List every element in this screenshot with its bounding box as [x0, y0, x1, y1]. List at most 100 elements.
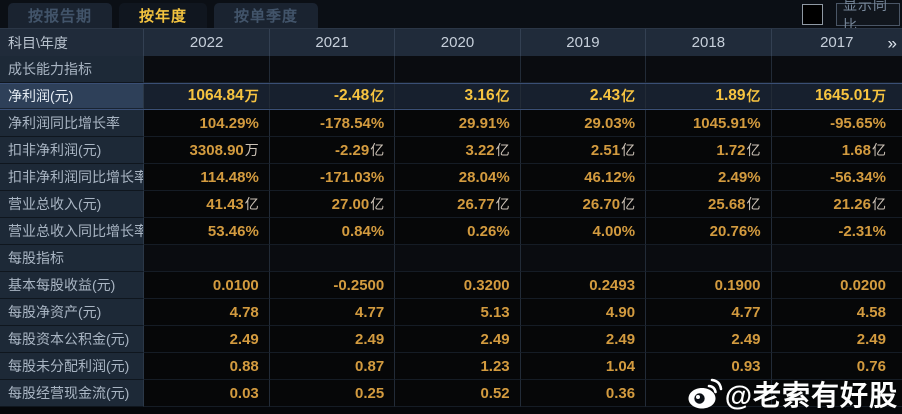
cell-value: -56.34% [771, 164, 902, 191]
tab-by-single-quarter[interactable]: 按单季度 [214, 3, 319, 28]
table-row[interactable]: 净利润同比增长率 104.29% -178.54% 29.91% 29.03% 1045.… [0, 110, 902, 137]
table-row[interactable]: 扣非净利润同比增长率 114.48% -171.03% 28.04% 46.12% 2.4… [0, 164, 902, 191]
cell-value: -2.29 亿 [269, 137, 396, 164]
cell-value: 2.49 [646, 326, 772, 353]
row-label: 成长能力指标 [0, 56, 145, 83]
cell-value: -178.54% [269, 110, 396, 137]
cell-value: 0.84% [269, 218, 396, 245]
cell-value: 26.70 亿 [520, 191, 647, 218]
cell-value: 3308.90 万 [144, 137, 270, 164]
cell-value: -0.2500 [269, 272, 396, 299]
cell-value: 25.68 亿 [646, 191, 772, 218]
row-label: 每股资本公积金(元) [0, 326, 145, 353]
table-row[interactable]: 营业总收入(元) 41.43 亿 27.00 亿 26.77 亿 26.70 亿 25.68 亿 21… [0, 191, 902, 218]
cell-value: 29.03% [520, 110, 647, 137]
cell-value: 0.76 [771, 353, 902, 380]
row-label: 基本每股收益(元) [0, 272, 145, 299]
table-row[interactable]: 成长能力指标 [0, 56, 902, 83]
cell-value [646, 380, 772, 407]
cell-value: 0.2493 [520, 272, 647, 299]
cell-value [269, 56, 396, 83]
cell-value: 4.77 [269, 299, 396, 326]
cell-value [646, 245, 772, 272]
cell-value: 0.0100 [144, 272, 270, 299]
table-row[interactable]: 基本每股收益(元) 0.0100 -0.2500 0.3200 0.2493 0.1900… [0, 272, 902, 299]
tab-by-report-period[interactable]: 按报告期 [8, 3, 113, 28]
cell-value [520, 56, 647, 83]
cell-value [646, 56, 772, 83]
cell-value [269, 245, 396, 272]
table-row[interactable]: 每股净资产(元) 4.78 4.77 5.13 4.90 4.77 4.58 [0, 299, 902, 326]
cell-value: 2.49 [771, 326, 902, 353]
cell-value: 4.58 [771, 299, 902, 326]
cell-value: 0.03 [144, 380, 270, 407]
corner-header: 科目\年度 [0, 29, 145, 56]
year-header-2020: 2020 [395, 29, 521, 56]
cell-value: 26.77 亿 [395, 191, 521, 218]
cell-value: -2.48 亿 [269, 84, 396, 109]
year-header-2019: 2019 [521, 29, 647, 56]
table-header-row: 科目\年度 2022 2021 2020 2019 2018 2017 » [0, 28, 902, 56]
table-row[interactable]: 每股指标 [0, 245, 902, 272]
row-label: 每股未分配利润(元) [0, 353, 145, 380]
cell-value [771, 56, 902, 83]
row-label: 营业总收入(元) [0, 191, 145, 218]
table-row[interactable]: 每股未分配利润(元) 0.88 0.87 1.23 1.04 0.93 0.76 [0, 353, 902, 380]
row-label: 每股经营现金流(元) [0, 380, 145, 407]
year-header-2017: 2017 » [772, 29, 902, 56]
cell-value: 1.23 [395, 353, 521, 380]
cell-value: 5.13 [395, 299, 521, 326]
cell-value: 28.04% [395, 164, 521, 191]
row-label: 营业总收入同比增长率 [0, 218, 145, 245]
row-label: 每股指标 [0, 245, 145, 272]
cell-value [771, 380, 902, 407]
cell-value: 1.04 [520, 353, 647, 380]
cell-value: 0.93 [646, 353, 772, 380]
cell-value: 27.00 亿 [269, 191, 396, 218]
cell-value: 1645.01 万 [771, 84, 902, 109]
table-row[interactable]: 每股经营现金流(元) 0.03 0.25 0.52 0.36 [0, 380, 902, 407]
cell-value: 4.77 [646, 299, 772, 326]
cell-value: 2.49 [520, 326, 647, 353]
cell-value: 1045.91% [646, 110, 772, 137]
cell-value [144, 245, 270, 272]
cell-value [520, 245, 647, 272]
cell-value: 0.3200 [395, 272, 521, 299]
cell-value: 1064.84 万 [144, 84, 270, 109]
more-columns-icon[interactable]: » [887, 33, 897, 52]
cell-value: 2.49 [395, 326, 521, 353]
cell-value: 1.68 亿 [771, 137, 902, 164]
cell-value: 2.49 [269, 326, 396, 353]
cell-value [395, 245, 521, 272]
table-row[interactable]: 营业总收入同比增长率 53.46% 0.84% 0.26% 4.00% 20.76% -2.… [0, 218, 902, 245]
table-row[interactable]: 每股资本公积金(元) 2.49 2.49 2.49 2.49 2.49 2.49 [0, 326, 902, 353]
cell-value: 1.89 亿 [646, 84, 772, 109]
show-yoy-label[interactable]: 显示同比 [836, 0, 900, 33]
cell-value: 0.36 [520, 380, 647, 407]
table-row[interactable]: 扣非净利润(元) 3308.90 万 -2.29 亿 3.22 亿 2.51 亿 1.72 亿 1.6… [0, 137, 902, 164]
cell-value: 104.29% [144, 110, 270, 137]
cell-value: 0.26% [395, 218, 521, 245]
cell-value: 2.43 亿 [520, 84, 647, 109]
row-label: 扣非净利润同比增长率 [0, 164, 145, 191]
cell-value: 0.1900 [646, 272, 772, 299]
row-label: 净利润同比增长率 [0, 110, 145, 137]
cell-value: -2.31% [771, 218, 902, 245]
tab-bar: 按报告期 按年度 按单季度 显示同比 [0, 0, 902, 33]
tab-by-year[interactable]: 按年度 [119, 3, 208, 28]
table-row[interactable]: 净利润(元) 1064.84 万 -2.48 亿 3.16 亿 2.43 亿 1.89 亿 1645.… [0, 83, 902, 110]
cell-value: 29.91% [395, 110, 521, 137]
cell-value: 4.90 [520, 299, 647, 326]
cell-value: 0.52 [395, 380, 521, 407]
year-header-2017-label: 2017 [820, 34, 854, 51]
cell-value: 1.72 亿 [646, 137, 772, 164]
cell-value: 0.25 [269, 380, 396, 407]
year-header-2021: 2021 [270, 29, 396, 56]
cell-value: 3.22 亿 [395, 137, 521, 164]
cell-value: 46.12% [520, 164, 647, 191]
year-header-2018: 2018 [646, 29, 772, 56]
cell-value: 0.87 [269, 353, 396, 380]
cell-value: 3.16 亿 [395, 84, 521, 109]
show-yoy-checkbox[interactable] [802, 4, 823, 25]
row-label: 扣非净利润(元) [0, 137, 145, 164]
